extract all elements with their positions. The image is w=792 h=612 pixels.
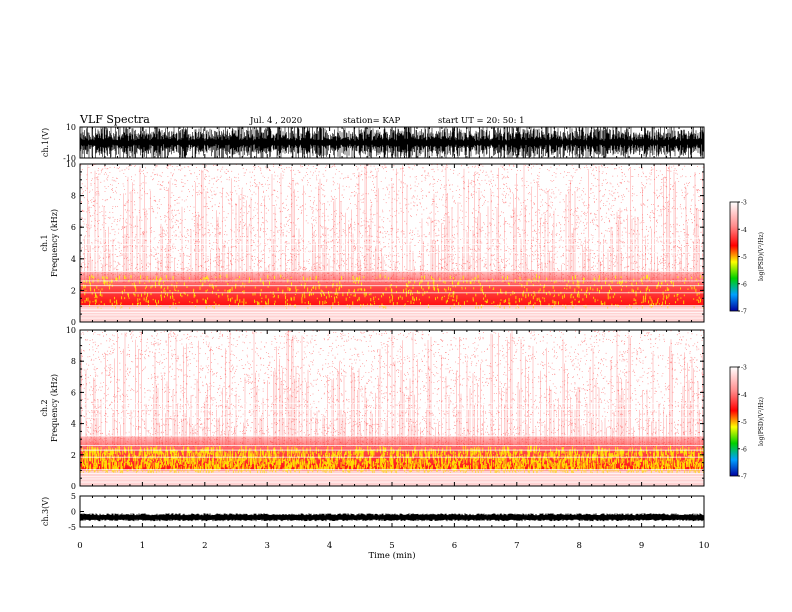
- ch1-wave-strokes: [80, 127, 704, 158]
- x-tick-label: 9: [639, 541, 644, 551]
- ch1-spectrogram-panel: 0 2 4 6 8 10 ch.1 Frequency (kHz): [40, 160, 705, 327]
- time-axis: 0 1 2 3 4 5 6 7 8 9 10 Time (min): [77, 541, 709, 561]
- y-tick-label: 4: [71, 420, 76, 429]
- y-tick-label: -5: [68, 523, 76, 532]
- y-tick-label: 8: [71, 357, 76, 366]
- ch1-wave-line: [80, 127, 704, 158]
- ylabel-channel: ch.1: [40, 234, 49, 251]
- figure-title: VLF Spectra: [79, 113, 150, 126]
- spectrogram-streaks: [80, 164, 703, 283]
- station-label: station= KAP: [343, 116, 401, 126]
- y-tick-label: -10: [63, 154, 76, 163]
- y-tick-label: 10: [66, 326, 76, 335]
- spectrogram-cells: [80, 330, 704, 486]
- colorbar-tick-label: -3: [741, 365, 747, 372]
- x-axis-label: Time (min): [368, 550, 415, 561]
- y-tick-label: 8: [71, 192, 76, 201]
- y-tick-label: 0: [71, 482, 76, 491]
- y-tick-label: 10: [66, 123, 76, 132]
- ch3-wave-frame: [79, 495, 705, 528]
- y-tick-label: 6: [71, 223, 76, 232]
- y-tick-label: 6: [71, 388, 76, 397]
- colorbar-label: log(PSD)(V²/Hz): [758, 232, 765, 281]
- colorbar-tick-label: -3: [741, 200, 747, 207]
- y-tick-label: 4: [71, 255, 76, 264]
- y-tick-label: 2: [71, 451, 76, 460]
- x-tick-label: 0: [77, 541, 82, 551]
- x-tick-label: 6: [452, 541, 457, 551]
- ylabel-channel: ch.2: [40, 399, 49, 416]
- colorbar-tick-label: -6: [741, 281, 747, 288]
- colorbar-tick-label: -4: [741, 227, 747, 234]
- ylabel-frequency: Frequency (kHz): [50, 209, 59, 277]
- x-tick-label: 3: [264, 541, 269, 551]
- x-tick-label: 5: [389, 541, 394, 551]
- ylabel-frequency: Frequency (kHz): [50, 374, 59, 442]
- x-tick-label: 8: [576, 541, 581, 551]
- spectrogram-cells: [80, 164, 704, 322]
- colorbar-gradient: [729, 201, 739, 312]
- colorbar-label: log(PSD)(V²/Hz): [758, 397, 765, 446]
- start-time-label: start UT = 20: 50: 1: [438, 116, 525, 126]
- ch3-wave-strokes: [80, 513, 704, 522]
- colorbar-tick-label: -5: [741, 419, 747, 426]
- x-tick-label: 7: [514, 541, 519, 551]
- y-tick-label: 5: [71, 492, 76, 501]
- date-label: Jul. 4 , 2020: [249, 116, 302, 126]
- colorbar-tick-label: -6: [741, 446, 747, 453]
- ch3-wave-ylabel: ch.3(V): [41, 497, 50, 526]
- colorbar-tick-label: -7: [741, 309, 747, 316]
- colorbar-ch2: -3 -4 -5 -6 -7 log(PSD)(V²/Hz): [729, 365, 765, 481]
- x-tick-label: 1: [140, 541, 145, 551]
- ch2-spectrogram-panel: 0 2 4 6 8 10 ch.2 Frequency (kHz): [40, 326, 705, 491]
- y-tick-label: 2: [71, 286, 76, 295]
- colorbar-gradient: [729, 366, 739, 477]
- ch3-wave-line: [80, 513, 704, 522]
- ch1-waveform-panel: 10 -10 ch.1(V): [41, 123, 705, 163]
- y-tick-label: 10: [66, 160, 76, 169]
- colorbar-tick-label: -7: [741, 474, 747, 481]
- ch3-waveform-panel: 5 0 -5 ch.3(V): [41, 492, 705, 532]
- x-tick-label: 2: [202, 541, 207, 551]
- colorbar-tick-label: -5: [741, 254, 747, 261]
- y-tick-label: 0: [71, 508, 76, 517]
- ch1-wave-ylabel: ch.1(V): [41, 128, 50, 157]
- colorbar-tick-label: -4: [741, 392, 747, 399]
- y-tick-label: 0: [71, 318, 76, 327]
- colorbar-ch1: -3 -4 -5 -6 -7 log(PSD)(V²/Hz): [729, 200, 765, 316]
- x-tick-label: 10: [699, 541, 710, 551]
- x-tick-label: 4: [327, 541, 332, 551]
